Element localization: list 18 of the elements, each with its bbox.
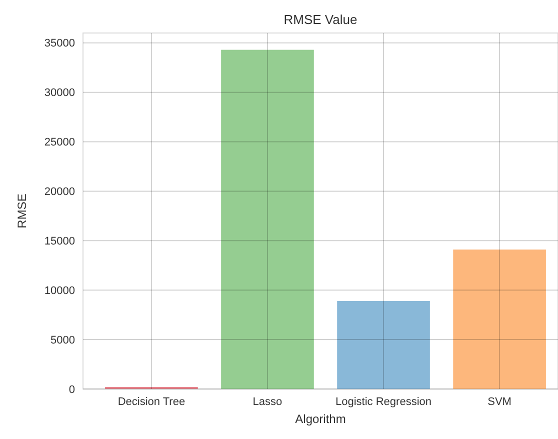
y-axis-title: RMSE bbox=[15, 194, 29, 228]
y-tick-label: 15000 bbox=[44, 236, 75, 248]
y-tick-label: 20000 bbox=[44, 186, 75, 198]
y-tick-label: 10000 bbox=[44, 284, 75, 297]
chart-title: RMSE Value bbox=[284, 12, 358, 27]
bar bbox=[453, 250, 546, 389]
x-axis-title: Algorithm bbox=[295, 412, 346, 426]
y-tick-label: 5000 bbox=[50, 334, 75, 346]
x-tick-label: Decision Tree bbox=[118, 396, 186, 408]
y-tick-label: 0 bbox=[68, 384, 75, 396]
x-tick-label: SVM bbox=[488, 396, 512, 408]
x-tick-label: Logistic Regression bbox=[336, 396, 432, 408]
y-tick-label: 35000 bbox=[44, 38, 75, 50]
y-tick-label: 25000 bbox=[44, 136, 75, 149]
y-tick-label: 30000 bbox=[44, 87, 75, 100]
bar bbox=[221, 50, 314, 389]
x-tick-label: Lasso bbox=[252, 396, 282, 408]
bar bbox=[337, 300, 430, 389]
